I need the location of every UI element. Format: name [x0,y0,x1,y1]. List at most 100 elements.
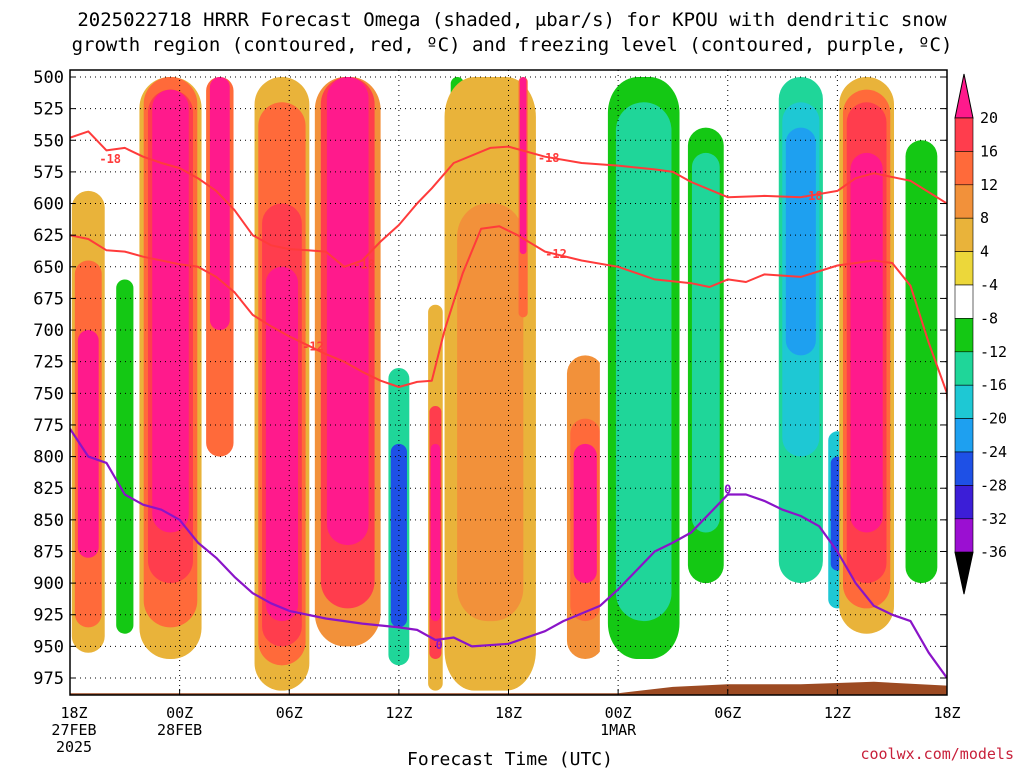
contour-lines [70,130,947,679]
colorbar-label-20: 20 [980,109,998,127]
colorbar-arrow-top [954,73,974,119]
colorbar-label--24: -24 [980,443,1007,461]
colorbar-label--36: -36 [980,543,1007,561]
colorbar-bin-7 [954,351,974,386]
x-tick-label-6-0: 00Z [166,704,193,722]
y-tick-750: 750 [33,384,64,404]
omega-region-5-2 [326,77,369,546]
omega-region-17-1 [905,140,938,584]
colorbar-bin-8 [954,384,974,419]
colorbar-bin-0 [954,117,974,152]
x-tick-label-30-1: 1MAR [600,721,637,739]
omega-region-3-1 [209,77,230,331]
contour-label-4: -12 [302,340,324,354]
grid-lines [70,70,947,695]
contour-label-7: 0 [724,482,731,496]
credit-text: coolwx.com/models [860,745,1014,763]
title-line-1: 2025022718 HRRR Forecast Omega (shaded, … [77,9,947,31]
y-tick-775: 775 [33,416,64,436]
contour-label-5: -12 [545,247,567,261]
omega-region-9-1 [457,203,524,622]
y-tick-850: 850 [33,511,64,531]
colorbar-bin-12 [954,518,974,553]
y-tick-725: 725 [33,353,64,373]
omega-region-16-3 [850,152,883,533]
x-tick-label-24-0: 18Z [495,704,522,722]
colorbar-bin-4 [954,251,974,286]
omega-region-10-1 [519,77,527,255]
x-tick-label-36-0: 06Z [714,704,741,722]
y-tick-875: 875 [33,542,64,562]
colorbar-bin-3 [954,217,974,252]
omega-region-12-2 [615,102,672,622]
contour-freezing-level [70,428,947,679]
y-tick-600: 600 [33,195,64,215]
omega-region-11-2 [573,443,597,584]
omega-region-13-2 [691,152,720,533]
y-tick-550: 550 [33,131,64,151]
y-tick-575: 575 [33,163,64,183]
y-tick-700: 700 [33,321,64,341]
y-tick-975: 975 [33,669,64,689]
omega-shading [71,77,944,691]
omega-region-7-2 [430,443,441,622]
y-tick-950: 950 [33,637,64,657]
colorbar-bin-1 [954,151,974,186]
colorbar-label--12: -12 [980,343,1007,361]
colorbar-arrow-bottom [954,551,974,595]
x-tick-label-42-0: 12Z [824,704,851,722]
x-axis-label: Forecast Time (UTC) [407,749,613,768]
y-tick-625: 625 [33,226,64,246]
omega-region-2-3 [152,89,189,533]
x-tick-label-0-0: 18Z [60,704,87,722]
x-tick-label-0-1: 27FEB [51,721,96,739]
y-tick-925: 925 [33,606,64,626]
y-tick-825: 825 [33,479,64,499]
contour-label-2: -18 [538,151,560,165]
x-tick-label-30-0: 00Z [605,704,632,722]
x-tick-label-0-2: 2025 [56,738,92,756]
x-tick-label-12-0: 06Z [276,704,303,722]
y-tick-650: 650 [33,258,64,278]
colorbar-label--28: -28 [980,476,1007,494]
y-tick-800: 800 [33,448,64,468]
colorbar-label--4: -4 [980,276,998,294]
colorbar-bin-5 [954,284,974,319]
colorbar-label--8: -8 [980,309,998,327]
omega-region-4-3 [265,266,299,622]
colorbar-label--32: -32 [980,510,1007,528]
omega-region-14-3 [785,127,816,356]
colorbar-bin-10 [954,451,974,486]
colorbar-legend: 20 16 12 8 4 -4 -8 -12 -16 -20 -24 -28 -32 -36 [954,73,1007,595]
title-line-2: growth region (contoured, red, ºC) and f… [71,34,953,56]
chart-title: 2025022718 HRRR Forecast Omega (shaded, … [0,8,1024,58]
y-tick-900: 900 [33,574,64,594]
contour-label-1: -18 [353,257,375,271]
y-tick-500: 500 [33,68,64,88]
colorbar-bin-11 [954,485,974,520]
contour-dgz-top [70,130,947,268]
colorbar-label-8: 8 [980,209,989,227]
omega-region-0-2 [77,330,99,558]
y-tick-525: 525 [33,100,64,120]
colorbar-bin-6 [954,318,974,353]
colorbar-label-16: 16 [980,142,998,160]
colorbar-bin-9 [954,418,974,453]
contour-labels: -18 -18 -18 -18 -12 -12 0 0 [99,151,822,652]
x-tick-label-18-0: 12Z [385,704,412,722]
colorbar-bin-2 [954,184,974,219]
contour-label-6: 0 [435,638,442,652]
colorbar-label-12: 12 [980,176,998,194]
contour-label-0: -18 [99,152,121,166]
colorbar-label--16: -16 [980,376,1007,394]
contour-label-3: -18 [801,189,823,203]
x-tick-label-6-1: 28FEB [157,721,202,739]
y-tick-675: 675 [33,289,64,309]
colorbar-label-4: 4 [980,243,989,261]
colorbar-label--20: -20 [980,410,1007,428]
x-tick-label-48-0: 18Z [933,704,960,722]
pressure-axis: 500 525 550 575 600 625 650 675 700 725 750 775 800 8… [33,68,947,689]
contour-dgz-bottom [70,225,947,412]
